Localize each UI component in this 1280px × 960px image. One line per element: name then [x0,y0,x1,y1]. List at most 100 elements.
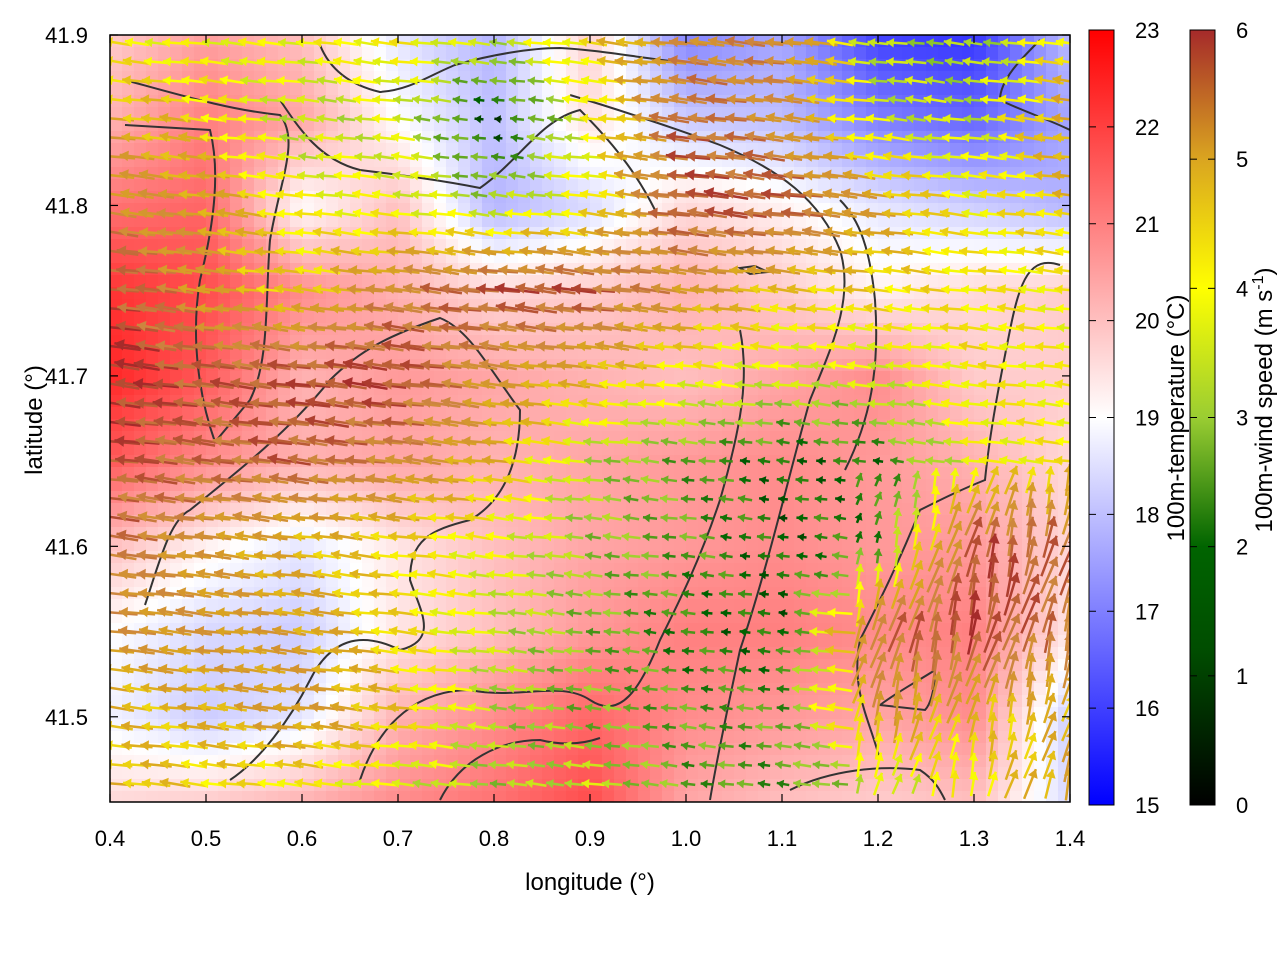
heat-cell [842,743,855,756]
heat-cell [326,131,339,144]
heat-cell [1022,215,1035,228]
heat-cell [338,731,351,744]
heat-cell [386,119,399,132]
heat-cell [614,623,627,636]
heat-cell [782,503,795,516]
heat-cell [578,119,591,132]
heat-cell [518,251,531,264]
heat-cell [206,539,219,552]
heat-cell [554,119,567,132]
heat-cell [794,635,807,648]
heat-cell [1058,83,1070,96]
heat-cell [878,275,891,288]
heat-cell [338,47,351,60]
heat-cell [794,239,807,252]
heat-cell [722,47,735,60]
heat-cell [626,179,639,192]
heat-cell [290,311,303,324]
heat-cell [878,179,891,192]
heat-cell [194,143,207,156]
heat-cell [578,179,591,192]
heat-cell [986,95,999,108]
heat-cell [794,731,807,744]
heat-cell [302,47,315,60]
heat-cell [326,107,339,120]
heat-cell [830,671,843,684]
heat-cell [1022,119,1035,132]
heat-cell [926,119,939,132]
heat-cell [806,311,819,324]
heat-cell [698,671,711,684]
heat-cell [470,767,483,780]
heat-cell [986,275,999,288]
heat-cell [206,695,219,708]
heat-cell [818,311,831,324]
heat-cell [974,719,987,732]
heat-cell [1046,215,1059,228]
heat-cell [314,311,327,324]
heat-cell [566,671,579,684]
heat-cell [866,143,879,156]
heat-cell [254,179,267,192]
heat-cell [458,119,471,132]
heat-cell [518,599,531,612]
heat-cell [962,179,975,192]
heat-cell [626,407,639,420]
heat-cell [290,215,303,228]
heat-cell [434,575,447,588]
heat-cell [206,671,219,684]
heat-cell [938,623,951,636]
heat-cell [578,671,591,684]
heat-cell [170,311,183,324]
heat-cell [926,83,939,96]
heat-cell [626,635,639,648]
heat-cell [686,371,699,384]
heat-cell [614,731,627,744]
heat-cell [794,767,807,780]
heat-cell [842,83,855,96]
heat-cell [518,83,531,96]
heat-cell [614,179,627,192]
heat-cell [374,767,387,780]
heat-cell [638,407,651,420]
heat-cell [1010,251,1023,264]
heat-cell [326,83,339,96]
heat-cell [458,599,471,612]
heat-cell [878,311,891,324]
heat-cell [350,539,363,552]
heat-cell [902,479,915,492]
heat-cell [374,275,387,288]
heat-cell [722,407,735,420]
heat-cell [386,83,399,96]
heat-cell [746,671,759,684]
heat-cell [950,371,963,384]
heat-cell [974,83,987,96]
heat-cell [950,215,963,228]
heat-cell [122,107,135,120]
heat-cell [746,251,759,264]
heat-cell [374,179,387,192]
heat-cell [482,407,495,420]
heat-cell [530,419,543,432]
heat-cell [614,443,627,456]
heat-cell [566,239,579,252]
heat-cell [626,143,639,156]
heat-cell [830,503,843,516]
heat-cell [218,635,231,648]
heat-cell [554,143,567,156]
heat-cell [542,407,555,420]
heat-cell [422,635,435,648]
heat-cell [362,143,375,156]
heat-cell [278,311,291,324]
heat-cell [218,275,231,288]
heat-cell [482,599,495,612]
heat-cell [458,167,471,180]
heat-cell [674,647,687,660]
heat-cell [758,83,771,96]
heat-cell [338,251,351,264]
heat-cell [266,767,279,780]
heat-cell [722,731,735,744]
heat-cell [470,539,483,552]
heat-cell [470,371,483,384]
heat-cell [794,503,807,516]
